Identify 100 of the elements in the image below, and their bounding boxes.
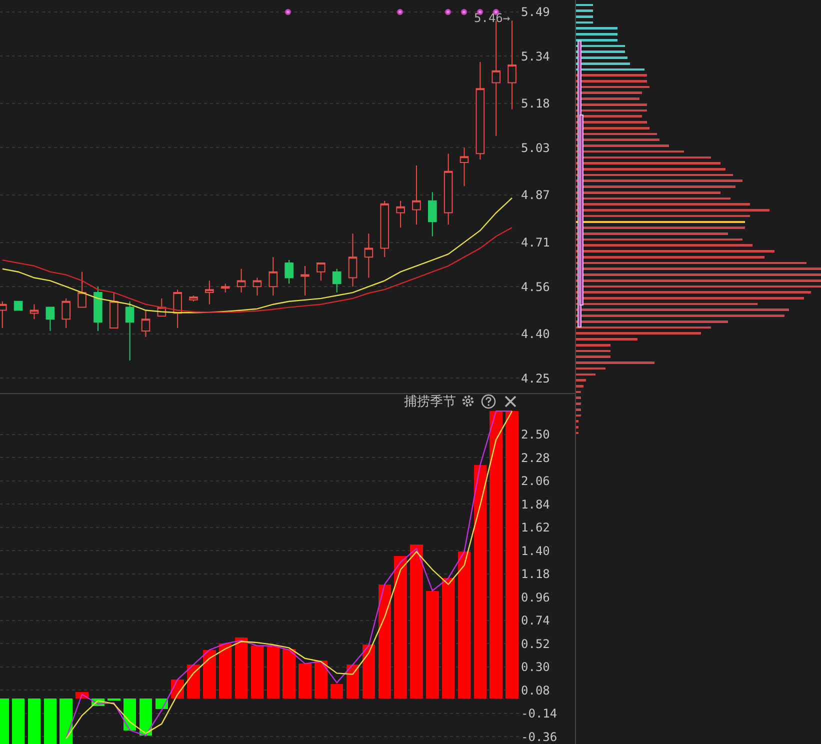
y-tick-label: 5.03: [521, 140, 550, 155]
candlestick: [332, 268, 342, 294]
chart-title: 捕捞季节: [404, 394, 456, 410]
candlestick: [46, 306, 55, 332]
y-tick-label: 0.52: [521, 636, 550, 651]
bar: [576, 297, 804, 300]
bar: [576, 98, 640, 100]
candlestick: [109, 292, 118, 328]
bar: [576, 103, 648, 106]
bar: [576, 50, 625, 54]
bar: [576, 291, 812, 294]
bar: [576, 256, 765, 258]
bar: [250, 646, 264, 699]
bar: [394, 556, 407, 699]
bar: [218, 644, 232, 699]
bar: [576, 168, 726, 170]
bar: [576, 180, 743, 182]
candlestick: [284, 260, 294, 284]
y-tick-label: 0.74: [521, 614, 550, 628]
bar: [410, 544, 423, 699]
bar: [576, 209, 770, 212]
bar: [576, 121, 648, 124]
bar: [576, 80, 648, 82]
candlestick: [30, 304, 39, 320]
bar: [576, 56, 628, 59]
bar: [490, 411, 502, 699]
bar: [576, 15, 594, 18]
y-tick-label: 1.40: [521, 544, 550, 558]
annotation: 5.46→: [474, 11, 510, 25]
bar: [576, 33, 618, 36]
y-tick-label: -0.36: [521, 730, 558, 744]
y-tick-label: 1.84: [521, 497, 550, 512]
bar: [282, 648, 296, 699]
candlestick: [78, 271, 86, 308]
bar: [203, 650, 216, 699]
y-tick-label: 5.18: [521, 96, 550, 111]
line-series: [2, 226, 513, 313]
bar: [576, 186, 736, 188]
candlestick: [396, 200, 405, 228]
bar: [576, 362, 654, 364]
y-tick-label: 4.40: [521, 327, 550, 342]
bar: [139, 698, 152, 736]
y-tick-label: 1.18: [521, 567, 550, 582]
bar: [44, 698, 57, 744]
y-tick-label: 2.06: [521, 474, 550, 488]
y-tick-label: 1.62: [521, 520, 550, 535]
candlestick: [14, 300, 23, 311]
bar: [576, 126, 650, 130]
bar: [576, 320, 728, 323]
y-tick-label: 4.56: [521, 280, 550, 294]
candlestick: [62, 298, 70, 328]
bar: [576, 92, 642, 94]
candlestick: [364, 232, 374, 278]
bar: [426, 590, 439, 699]
y-tick-label: 4.25: [521, 371, 550, 386]
bar: [576, 338, 638, 340]
line-series: [65, 410, 513, 740]
bar: [576, 408, 581, 411]
candlestick: [173, 289, 182, 328]
bar: [576, 332, 701, 335]
y-tick-label: 2.50: [521, 428, 550, 442]
candlestick: [125, 300, 134, 361]
candlestick: [141, 310, 150, 338]
bar: [576, 203, 750, 206]
line-series: [2, 197, 513, 314]
bar: [576, 27, 618, 30]
candlestick: [94, 286, 102, 332]
bar: [576, 344, 610, 346]
bar: [330, 684, 344, 699]
candlestick: [444, 153, 453, 226]
candlestick: [316, 262, 326, 282]
bar: [60, 698, 72, 744]
candlestick: [236, 268, 246, 294]
bar: [576, 402, 581, 405]
bar: [28, 698, 41, 744]
candlestick: [428, 192, 437, 237]
bar: [298, 664, 312, 699]
candlestick: [252, 277, 262, 296]
y-tick-label: 2.28: [521, 450, 550, 465]
candlestick: [189, 294, 198, 302]
y-tick-label: 5.34: [521, 49, 550, 64]
bar: [362, 644, 376, 699]
y-tick-label: 5.49: [521, 5, 550, 20]
bar: [234, 637, 248, 699]
bar: [576, 396, 581, 400]
y-tick-label: 0.30: [521, 660, 550, 674]
bar: [576, 379, 586, 382]
bar: [576, 62, 630, 65]
bar: [576, 384, 584, 388]
bar: [266, 646, 280, 699]
bar: [576, 244, 752, 247]
y-tick-label: -0.14: [521, 706, 558, 721]
y-tick-label: 0.08: [521, 683, 550, 698]
candlestick: [205, 280, 214, 305]
candlestick: [380, 200, 390, 258]
y-tick-label: 0.96: [521, 590, 550, 604]
bar: [474, 465, 487, 699]
bar: [458, 552, 471, 699]
bar: [576, 144, 670, 147]
candlestick: [348, 232, 358, 288]
